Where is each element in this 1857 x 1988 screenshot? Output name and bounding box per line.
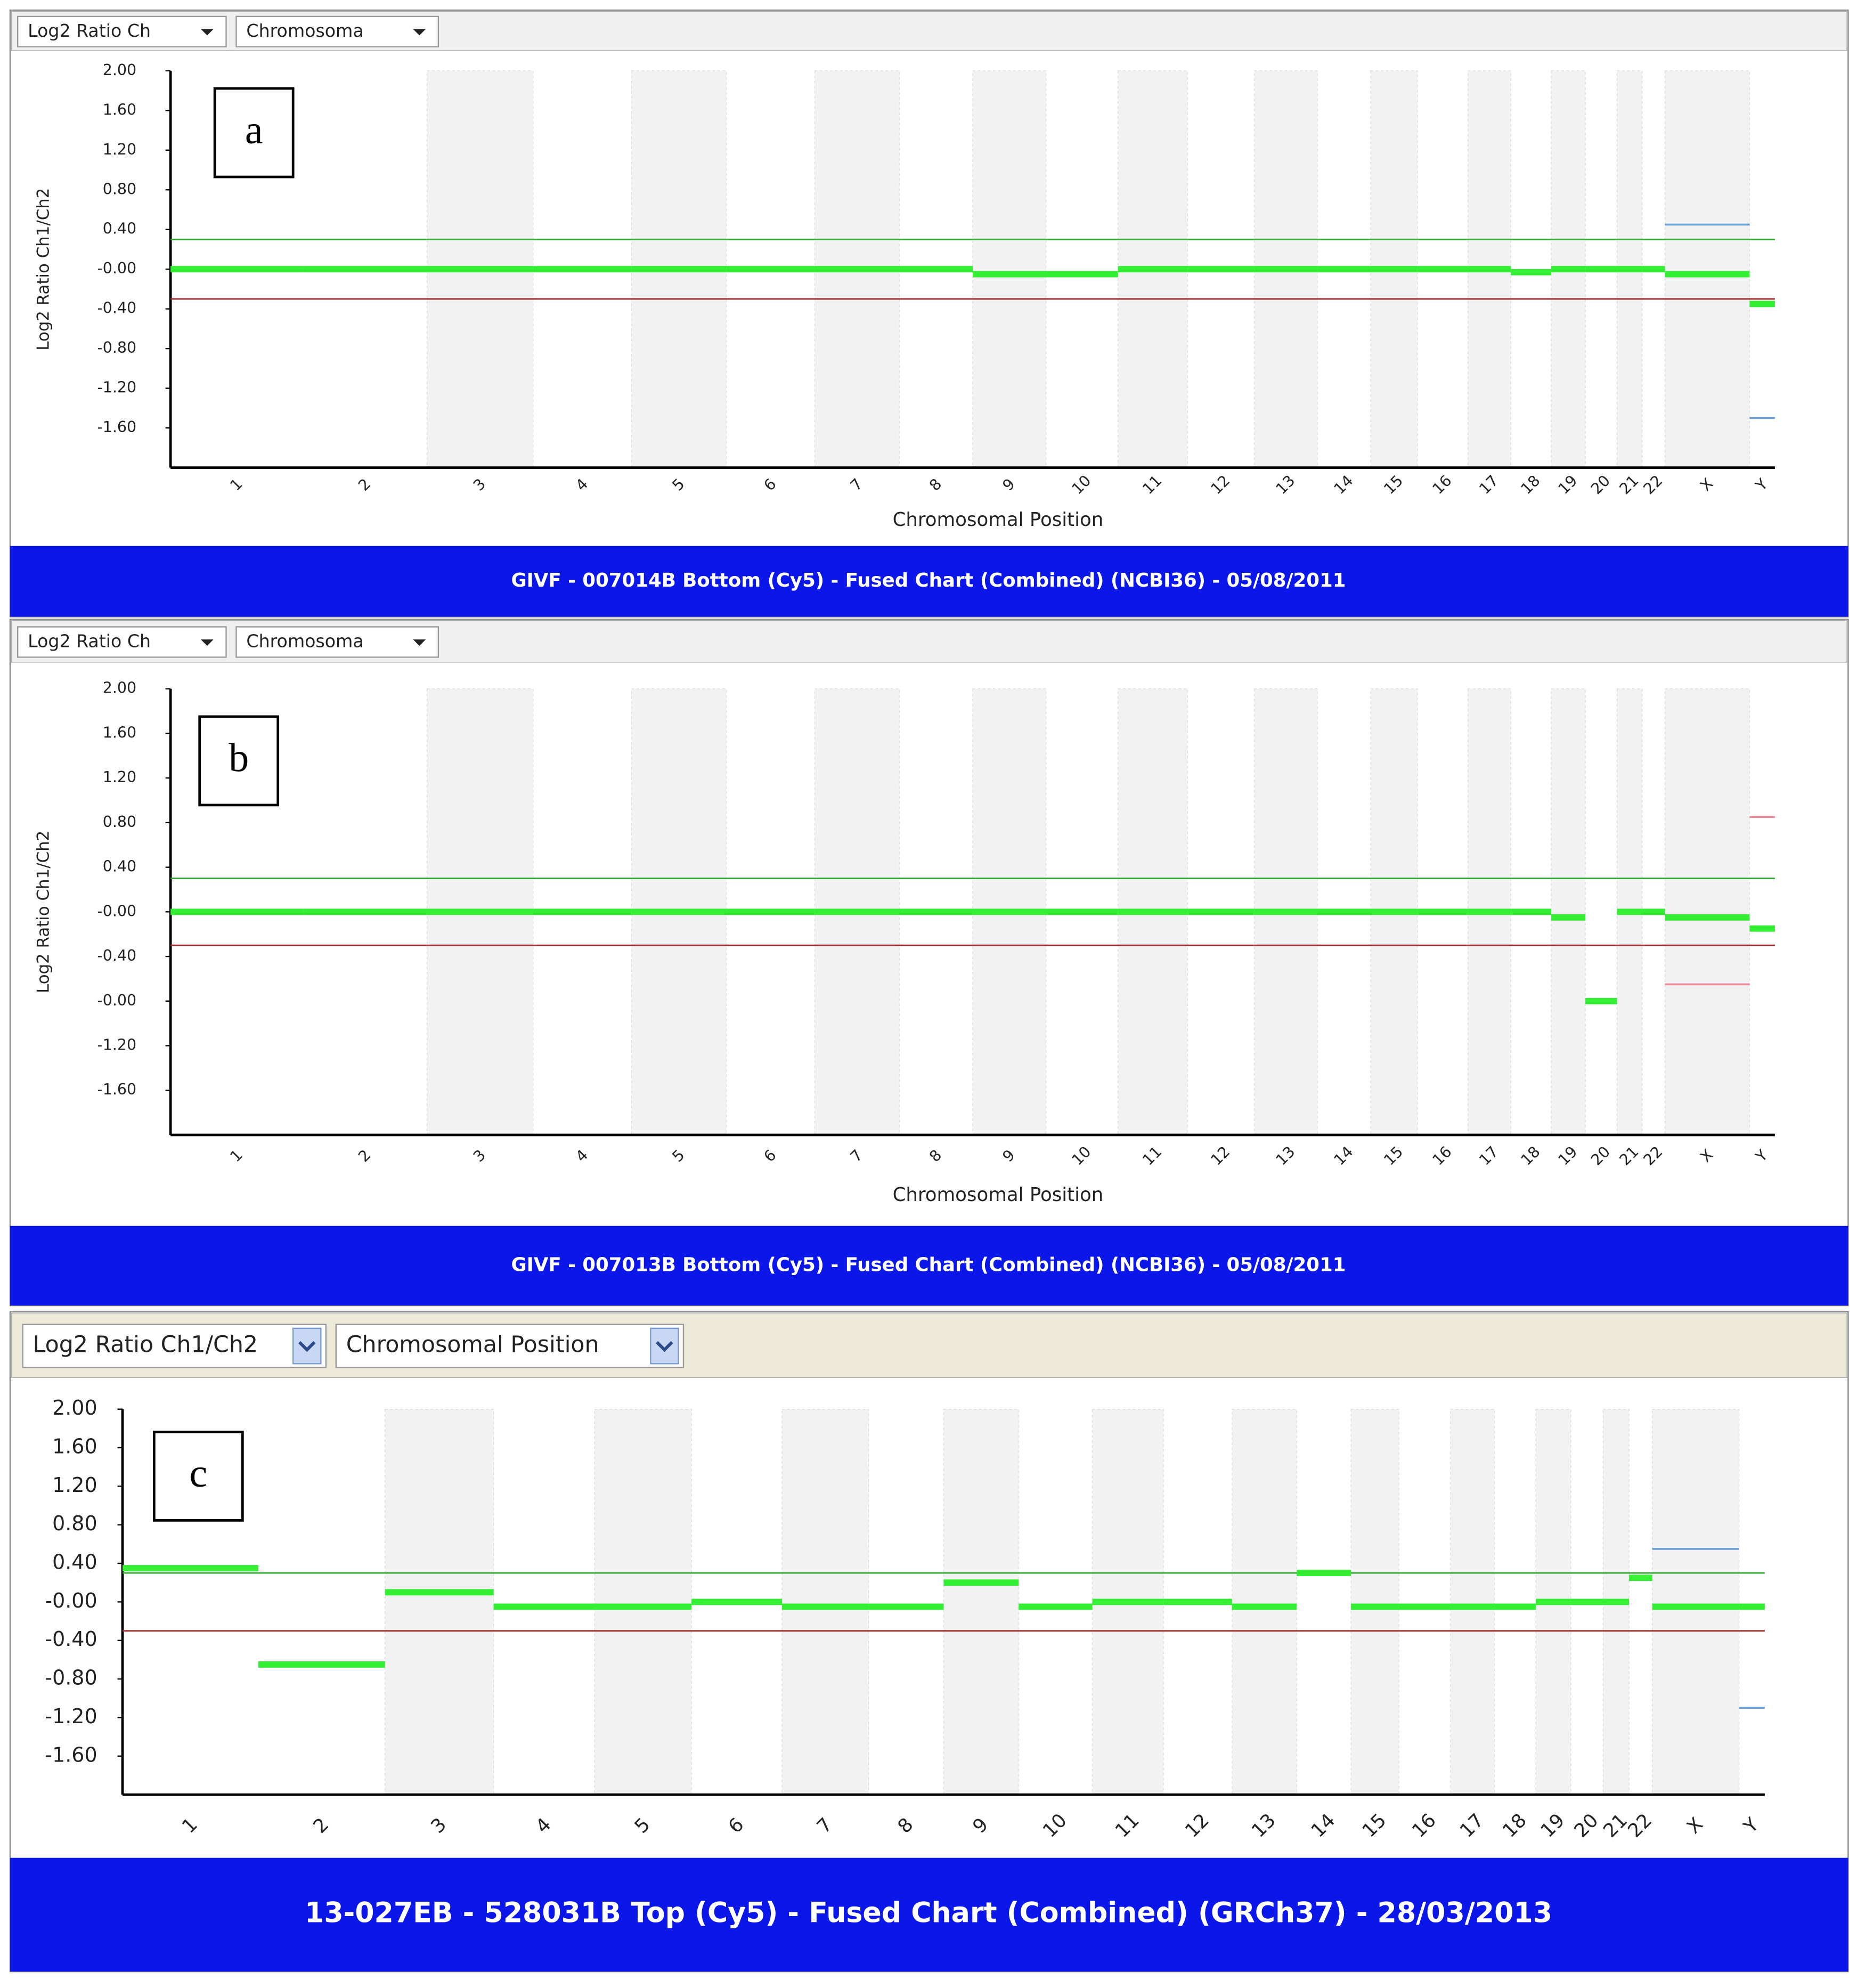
y-tick-label: 1.60 xyxy=(103,724,136,741)
dropdown-arrow[interactable] xyxy=(298,1341,316,1352)
y-tick-label: 1.60 xyxy=(103,101,136,118)
dropdown-arrow[interactable] xyxy=(413,29,426,36)
dropdown-label[interactable]: Log2 Ratio Ch xyxy=(28,630,151,651)
y-tick-label: -0.40 xyxy=(45,1627,97,1651)
dropdown-arrow[interactable] xyxy=(413,639,426,646)
chromosome-band xyxy=(594,1408,692,1795)
y-tick-label: 2.00 xyxy=(52,1396,97,1419)
y-axis-label: Log2 Ratio Ch1/Ch2 xyxy=(34,831,53,993)
chart-panel: Log2 Ratio Ch Chromosoma 2.00 1.60 1.20 0.80 0… xyxy=(9,9,1849,618)
y-tick-label: 0.40 xyxy=(52,1551,97,1574)
dropdown-button[interactable] xyxy=(650,1327,679,1365)
y-tick-label: -0.00 xyxy=(97,902,137,920)
y-tick-label: -1.60 xyxy=(97,418,137,436)
footer-text: 13-027EB - 528031B Top (Cy5) - Fused Cha… xyxy=(305,1897,1552,1929)
y-tick-label: 1.20 xyxy=(52,1473,97,1497)
y-tick-label: 0.80 xyxy=(103,813,136,831)
dropdown-label[interactable]: Chromosomal Position xyxy=(346,1332,599,1358)
dropdown-label[interactable]: Chromosoma xyxy=(246,630,363,651)
dropdown-arrow[interactable] xyxy=(201,29,214,36)
y-tick-label: -0.80 xyxy=(45,1666,97,1690)
chromosome-band xyxy=(943,1408,1019,1795)
footer xyxy=(10,1857,1848,1972)
panel-frame xyxy=(9,619,1849,1307)
x-axis-label: Chromosomal Position xyxy=(893,509,1104,531)
y-tick-label: 0.40 xyxy=(103,220,136,238)
y-tick-label: 2.00 xyxy=(103,679,136,697)
panel-label-box xyxy=(152,1430,244,1522)
chart-panel: Log2 Ratio Ch Chromosoma 2.00 1.60 1.20 0.80 0… xyxy=(9,619,1849,1307)
dropdown-arrow[interactable] xyxy=(656,1341,673,1352)
y-tick-label: 0.40 xyxy=(103,858,136,875)
chromosome-band xyxy=(1651,1408,1740,1795)
dropdown-arrow[interactable] xyxy=(201,639,214,646)
y-tick-label: -0.00 xyxy=(97,259,137,277)
y-tick-label: -1.60 xyxy=(97,1081,137,1098)
footer-text: GIVF - 007013B Bottom (Cy5) - Fused Char… xyxy=(511,1254,1346,1276)
y-axis-label: Log2 Ratio Ch1/Ch2 xyxy=(34,188,53,351)
chromosome-band xyxy=(781,1408,869,1795)
y-tick-label: 0.80 xyxy=(103,180,136,198)
chromosome-band xyxy=(1450,1408,1495,1795)
chromosome-band xyxy=(1664,70,1750,468)
x-axis-label: Chromosomal Position xyxy=(893,1184,1104,1206)
dropdown[interactable] xyxy=(22,1324,327,1368)
chromosome-band xyxy=(1664,688,1750,1135)
dropdown-label[interactable]: Log2 Ratio Ch xyxy=(28,20,151,41)
footer-text: GIVF - 007014B Bottom (Cy5) - Fused Char… xyxy=(511,570,1346,591)
y-tick-label: -1.20 xyxy=(97,1036,137,1054)
panel-label: c xyxy=(189,1451,207,1496)
y-tick-label: 1.20 xyxy=(103,768,136,786)
y-tick-label: 1.20 xyxy=(103,141,136,158)
chromosome-band xyxy=(1551,688,1586,1135)
y-tick-label: -1.20 xyxy=(97,379,137,396)
panel-label-box xyxy=(198,715,280,807)
dropdown-button[interactable] xyxy=(292,1327,322,1365)
y-tick-label: -0.80 xyxy=(97,339,137,356)
dropdown[interactable] xyxy=(17,15,227,47)
dropdown-label[interactable]: Chromosoma xyxy=(246,20,363,41)
panel-label-box xyxy=(213,87,295,178)
y-tick-label: -1.20 xyxy=(45,1705,97,1728)
chromosome-band xyxy=(1350,1408,1399,1795)
panel-frame xyxy=(9,9,1849,618)
y-tick-label: -0.40 xyxy=(97,947,137,964)
y-tick-label: 2.00 xyxy=(103,61,136,79)
y-tick-label: -1.60 xyxy=(45,1743,97,1766)
panel-label: b xyxy=(229,736,249,781)
y-tick-label: -0.00 xyxy=(97,992,137,1009)
dropdown[interactable] xyxy=(17,626,227,658)
y-tick-label: -0.00 xyxy=(45,1589,97,1612)
y-tick-label: 0.80 xyxy=(52,1512,97,1535)
dropdown-label[interactable]: Log2 Ratio Ch1/Ch2 xyxy=(33,1332,258,1358)
panel-label: a xyxy=(245,108,263,152)
y-tick-label: -0.40 xyxy=(97,299,137,317)
y-tick-label: 1.60 xyxy=(52,1435,97,1458)
dropdown[interactable] xyxy=(235,15,439,47)
dropdown[interactable] xyxy=(335,1324,685,1368)
footer xyxy=(10,1226,1848,1306)
chart-panel: Log2 Ratio Ch1/Ch2 Chromosomal Position 2.… xyxy=(9,1311,1849,1973)
chromosome-band xyxy=(1232,1408,1297,1795)
chromosome-band xyxy=(385,1408,494,1795)
footer xyxy=(10,546,1848,617)
chromosome-band xyxy=(972,70,1047,468)
dropdown[interactable] xyxy=(235,626,439,658)
